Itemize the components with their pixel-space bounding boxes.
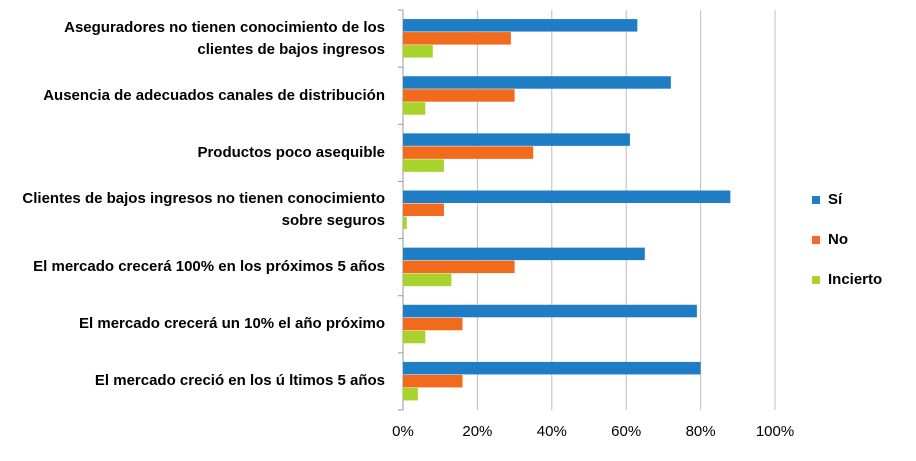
bar — [403, 260, 515, 274]
bar — [403, 273, 452, 287]
y-tick-label: Aseguradores no tienen conocimiento de l… — [64, 18, 385, 58]
y-tick-label: El mercado crecerá 100% en los próximos … — [33, 258, 385, 276]
bar — [403, 216, 407, 229]
bar — [403, 133, 630, 146]
x-tick-label: 80% — [686, 423, 716, 440]
bar — [403, 361, 701, 375]
bar — [403, 387, 418, 401]
legend-label: Sí — [828, 191, 843, 208]
legend-swatch — [812, 236, 820, 244]
bar — [403, 19, 638, 32]
legend-swatch — [812, 196, 820, 204]
x-tick-label: 40% — [537, 423, 567, 440]
bar — [403, 159, 444, 172]
bar — [403, 146, 534, 159]
bar — [403, 304, 697, 318]
legend-swatch — [812, 276, 820, 284]
bar — [403, 76, 671, 89]
legend-label: No — [828, 231, 848, 248]
x-tick-label: 20% — [462, 423, 492, 440]
x-tick-label: 100% — [756, 423, 794, 440]
bar — [403, 247, 645, 261]
y-tick-label: Clientes de bajos ingresos no tienen con… — [22, 190, 385, 229]
y-tick-label: Productos poco asequible — [197, 143, 385, 161]
x-tick-label: 0% — [392, 423, 414, 440]
bar — [403, 102, 426, 115]
y-tick-label: Ausencia de adecuados canales de distrib… — [43, 86, 385, 104]
bar — [403, 89, 515, 102]
y-tick-label: El mercado creció en los ú ltimos 5 años — [94, 372, 385, 390]
bar — [403, 203, 444, 216]
bar — [403, 317, 463, 331]
legend-label: Incierto — [828, 271, 882, 288]
bar — [403, 330, 426, 344]
bar — [403, 45, 433, 58]
y-tick-label: El mercado crecerá un 10% el año próximo — [79, 315, 385, 333]
x-tick-label: 60% — [611, 423, 641, 440]
bar — [403, 190, 731, 203]
bar — [403, 374, 463, 388]
bar — [403, 32, 511, 45]
